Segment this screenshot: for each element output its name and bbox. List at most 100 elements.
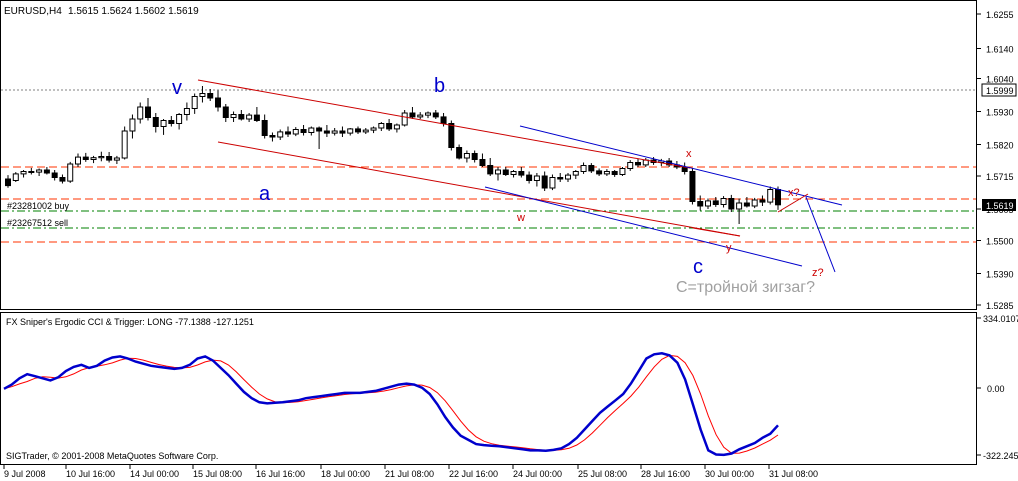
time-axis: 9 Jul 2008 10 Jul 16:00 14 Jul 00:00 15 Jul… xyxy=(3,465,818,479)
candle-bear xyxy=(689,171,696,202)
candle-bull xyxy=(292,129,299,135)
price-tick-label: 1.5930 xyxy=(986,108,1014,118)
ergodic-cci-line xyxy=(3,352,779,457)
candle-bull xyxy=(176,114,183,124)
candle-bear xyxy=(456,147,463,159)
candle-bull xyxy=(401,112,408,126)
price-tick-label: 1.5285 xyxy=(986,301,1014,311)
candle-bear xyxy=(728,198,735,210)
candle-bull xyxy=(627,162,634,169)
candle-bull xyxy=(36,169,43,173)
candle-bear xyxy=(541,175,548,189)
candle-bear xyxy=(712,200,719,205)
bid-price-label: 1.5999 xyxy=(986,86,1014,96)
time-tick-label: 25 Jul 08:00 xyxy=(578,469,627,479)
price-tick-label: 1.5715 xyxy=(986,172,1014,182)
candle-bull xyxy=(98,156,105,159)
candle-bull xyxy=(720,198,727,205)
wave-label-c: c xyxy=(693,256,703,278)
price-tick-label: 1.6140 xyxy=(986,45,1014,55)
candle-bear xyxy=(596,170,603,175)
candle-bull xyxy=(736,202,743,210)
red-short-segment xyxy=(692,227,741,237)
candle-bear xyxy=(59,177,66,182)
candle-bear xyxy=(471,153,478,160)
candle-bear xyxy=(409,112,416,118)
candle-bear xyxy=(440,116,447,125)
candle-bull xyxy=(705,200,711,207)
candle-bear xyxy=(253,114,260,121)
candle-bear xyxy=(285,131,291,135)
candle-bull xyxy=(113,157,120,161)
candle-bull xyxy=(20,171,27,175)
price-tick-label: 1.5390 xyxy=(986,270,1014,280)
candle-bull xyxy=(308,127,315,133)
current-price-box xyxy=(982,199,1016,211)
candle-bull xyxy=(75,156,81,165)
candle-bear xyxy=(5,178,11,187)
blue-channel-lower xyxy=(484,186,803,267)
time-tick-label: 30 Jul 00:00 xyxy=(705,469,754,479)
candle-bull xyxy=(565,174,571,180)
time-tick-label: 14 Jul 00:00 xyxy=(130,469,179,479)
candle-bull xyxy=(495,169,501,175)
red-channel-lower xyxy=(217,141,741,237)
candle-bull xyxy=(67,163,74,182)
time-tick-label: 10 Jul 16:00 xyxy=(66,469,115,479)
candle-bull xyxy=(767,189,774,203)
candle-bear xyxy=(518,171,525,176)
price-tick-label: 1.6255 xyxy=(986,10,1014,20)
candle-bull xyxy=(425,112,431,116)
price-axis: 1.6255 1.6140 1.6040 1.5930 1.5820 1.5715 1.56… xyxy=(977,10,1014,311)
candle-bull xyxy=(246,114,253,120)
candle-bull xyxy=(12,173,19,181)
candle-bear xyxy=(448,123,455,148)
indicator-top-label: 334.0107 xyxy=(983,314,1018,324)
candle-bull xyxy=(183,108,190,115)
candle-bull xyxy=(191,96,198,109)
copyright-text: SIGTrader, © 2001-2008 MetaQuotes Softwa… xyxy=(6,451,218,461)
candle-bull xyxy=(580,165,587,172)
time-tick-label: 18 Jul 00:00 xyxy=(321,469,370,479)
time-tick-label: 15 Jul 08:00 xyxy=(193,469,242,479)
candle-bear xyxy=(82,156,89,161)
candle-bear xyxy=(269,135,276,138)
candle-bull xyxy=(417,114,424,118)
candle-bull xyxy=(90,157,97,160)
blue-projection xyxy=(805,196,836,273)
blue-channel-upper xyxy=(519,125,843,206)
candle-bear xyxy=(775,189,781,206)
indicator-title: FX Sniper's Ergodic CCI & Trigger: LONG … xyxy=(6,317,254,327)
candle-bull xyxy=(549,177,556,189)
candle-bull xyxy=(370,127,377,131)
bid-price-box xyxy=(981,83,1017,97)
candle-bear xyxy=(323,130,330,134)
candle-bull xyxy=(751,199,758,207)
time-tick-label: 24 Jul 00:00 xyxy=(513,469,562,479)
candle-bear xyxy=(635,162,641,166)
candle-bear xyxy=(557,177,564,180)
candle-bull xyxy=(572,171,579,176)
candle-bear xyxy=(502,169,509,175)
candle-bull xyxy=(378,123,385,129)
current-price-label: 1.5619 xyxy=(986,201,1014,211)
candle-bull xyxy=(393,124,400,130)
candle-bull xyxy=(510,171,517,175)
price-pane-frame xyxy=(0,0,977,310)
red-channel-upper xyxy=(197,79,691,169)
candle-bear xyxy=(168,120,175,124)
time-tick-label: 28 Jul 16:00 xyxy=(641,469,690,479)
candle-bear xyxy=(106,156,113,161)
candle-bear xyxy=(479,159,486,166)
candle-bear xyxy=(145,106,151,118)
candle-bear xyxy=(316,127,323,132)
wave-label-a: a xyxy=(259,183,271,205)
wave-label-b: b xyxy=(434,75,445,97)
candle-bear xyxy=(355,128,361,133)
order-buy-label: #23281002 buy xyxy=(7,201,70,211)
candle-bull xyxy=(331,130,338,134)
time-tick-label: 9 Jul 2008 xyxy=(4,469,46,479)
candle-bear xyxy=(207,93,214,99)
